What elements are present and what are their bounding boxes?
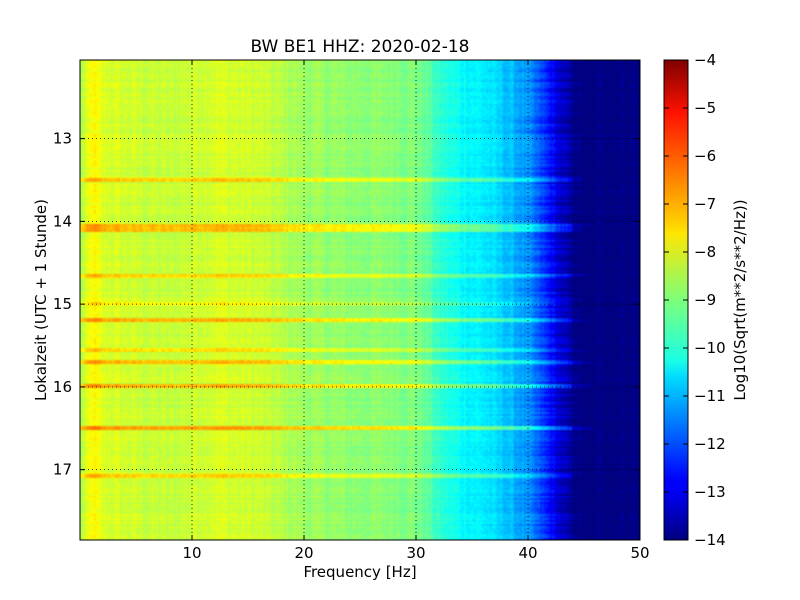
- colorbar-tick-label: −7: [694, 195, 716, 213]
- y-tick-label: 17: [53, 461, 72, 479]
- colorbar-tick-label: −6: [694, 147, 716, 165]
- colorbar-tick-label: −4: [694, 51, 716, 69]
- y-tick-label: 16: [53, 378, 72, 396]
- colorbar-label: Log10(Sqrt(m**2/s**2/Hz)): [731, 199, 749, 400]
- colorbar-tick-label: −5: [694, 99, 716, 117]
- x-axis-ticks: 10 20 30 40 50: [182, 60, 650, 562]
- y-axis-ticks: 13 14 15 16 17: [53, 130, 640, 479]
- colorbar: −4 −5 −6 −7 −8 −9 −10 −11 −12 −13 −14: [663, 51, 726, 549]
- colorbar-tick-label: −14: [694, 531, 726, 549]
- y-axis-label: Lokalzeit (UTC + 1 Stunde): [32, 199, 50, 401]
- chart-title: BW BE1 HHZ: 2020-02-18: [250, 37, 469, 57]
- y-tick-label: 14: [53, 212, 72, 230]
- x-tick-label: 20: [294, 544, 313, 562]
- colorbar-tick-label: −8: [694, 243, 716, 261]
- y-tick-label: 13: [53, 130, 72, 148]
- x-tick-label: 10: [182, 544, 201, 562]
- plot-frame: [79, 59, 641, 541]
- colorbar-tick-label: −11: [694, 387, 726, 405]
- grid-lines: [80, 60, 640, 540]
- x-tick-label: 50: [630, 544, 649, 562]
- colorbar-tick-label: −13: [694, 483, 726, 501]
- colorbar-tick-label: −12: [694, 435, 726, 453]
- x-tick-label: 40: [518, 544, 537, 562]
- heatmap-area: 10 20 30 40 50 13 14 15 16 17: [53, 59, 650, 562]
- spectrogram-heatmap: [80, 60, 640, 540]
- colorbar-tick-label: −10: [694, 339, 726, 357]
- x-axis-label: Frequency [Hz]: [303, 563, 416, 581]
- colorbar-ticks: −4 −5 −6 −7 −8 −9 −10 −11 −12 −13 −14: [664, 51, 726, 549]
- y-tick-label: 15: [53, 295, 72, 313]
- colorbar-tick-label: −9: [694, 291, 716, 309]
- x-tick-label: 30: [406, 544, 425, 562]
